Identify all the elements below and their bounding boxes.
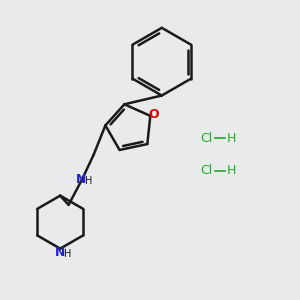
Text: O: O (148, 108, 159, 121)
Text: Cl: Cl (200, 132, 212, 145)
Text: N: N (55, 246, 65, 259)
Text: H: H (64, 249, 71, 259)
Text: H: H (226, 164, 236, 177)
Text: H: H (226, 132, 236, 145)
Text: H: H (85, 176, 92, 186)
Text: Cl: Cl (200, 164, 212, 177)
Text: N: N (76, 173, 86, 186)
